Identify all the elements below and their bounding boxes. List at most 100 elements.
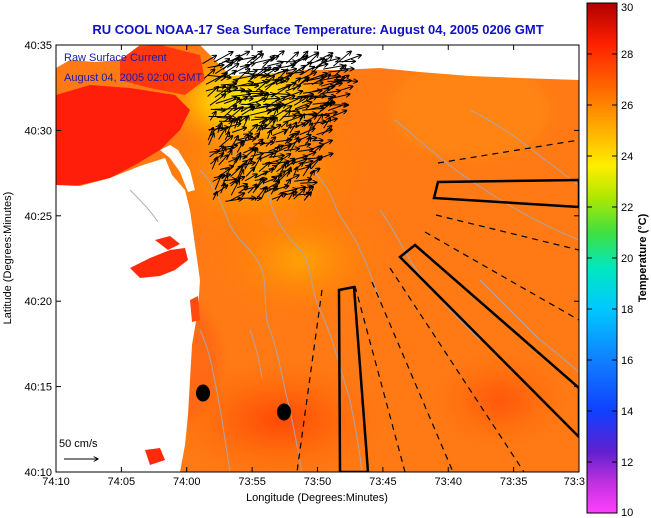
chart-title: RU COOL NOAA-17 Sea Surface Temperature:… bbox=[92, 22, 544, 37]
current-vector bbox=[217, 123, 222, 133]
current-vector bbox=[262, 169, 274, 176]
current-vector bbox=[307, 123, 312, 135]
current-vector bbox=[203, 69, 215, 79]
current-vector bbox=[309, 73, 328, 81]
current-vector bbox=[237, 69, 250, 81]
current-vector bbox=[273, 146, 280, 159]
current-vector bbox=[293, 96, 309, 106]
current-vector bbox=[212, 192, 217, 200]
current-vector bbox=[283, 124, 291, 136]
y-tick-label: 40:20 bbox=[24, 296, 52, 308]
x-tick-label: 73:3 bbox=[564, 476, 585, 488]
current-vector bbox=[312, 86, 335, 93]
current-vector bbox=[312, 114, 323, 129]
y-tick-label: 40:15 bbox=[24, 382, 52, 394]
current-vector bbox=[220, 183, 225, 194]
current-vector bbox=[311, 74, 331, 85]
current-vector bbox=[229, 193, 244, 202]
current-vector bbox=[271, 97, 286, 104]
current-vector bbox=[232, 90, 252, 91]
current-vector bbox=[219, 136, 233, 147]
current-vector bbox=[247, 68, 266, 83]
current-vector bbox=[272, 130, 286, 137]
staten-island-land bbox=[56, 45, 140, 68]
current-vector bbox=[244, 158, 251, 170]
current-vector bbox=[278, 170, 291, 182]
current-vector bbox=[259, 153, 273, 161]
y-tick-label: 40:30 bbox=[24, 125, 52, 137]
x-axis-label: Longitude (Degrees:Minutes) bbox=[246, 492, 388, 504]
x-tick-label: 74:00 bbox=[173, 476, 201, 488]
colorbar-label: Temperature (°C) bbox=[637, 213, 649, 302]
current-vector bbox=[230, 107, 244, 118]
current-vector bbox=[289, 137, 299, 152]
current-vector bbox=[317, 89, 329, 98]
current-vector bbox=[283, 179, 291, 189]
y-tick-label: 40:35 bbox=[24, 40, 52, 52]
current-vector bbox=[248, 124, 258, 134]
map-area bbox=[56, 45, 579, 472]
current-vector bbox=[265, 137, 276, 147]
raritan-bay-warm-water bbox=[56, 85, 190, 190]
current-vector bbox=[300, 152, 315, 159]
current-vector bbox=[310, 156, 322, 170]
current-vector bbox=[244, 174, 257, 182]
y-tick-label: 40:25 bbox=[24, 211, 52, 223]
current-vector bbox=[254, 67, 270, 79]
current-vector bbox=[245, 167, 255, 177]
current-vector bbox=[280, 121, 288, 128]
current-vector bbox=[333, 51, 351, 67]
current-vector bbox=[234, 118, 239, 129]
current-vector bbox=[288, 192, 294, 201]
current-vector bbox=[238, 186, 247, 194]
colorbar-tick-label: 16 bbox=[621, 355, 633, 367]
sampling-lines bbox=[296, 139, 579, 472]
current-vector bbox=[284, 134, 294, 145]
current-vector bbox=[252, 179, 264, 194]
current-vector bbox=[218, 128, 226, 140]
current-vector bbox=[289, 122, 297, 134]
current-vector bbox=[302, 164, 311, 177]
current-vector bbox=[258, 162, 270, 172]
current-vector bbox=[224, 105, 236, 117]
scale-label: 50 cm/s bbox=[59, 438, 98, 450]
current-vector bbox=[209, 94, 226, 106]
current-vector bbox=[313, 103, 332, 118]
current-vector bbox=[328, 70, 348, 72]
current-vector bbox=[307, 170, 314, 182]
current-vector bbox=[215, 97, 237, 104]
colorbar-tick-label: 12 bbox=[621, 457, 633, 469]
colorbar-tick-label: 24 bbox=[621, 151, 633, 163]
current-vector bbox=[341, 55, 362, 63]
current-vector bbox=[270, 159, 283, 164]
colorbar-tick-label: 26 bbox=[621, 100, 633, 112]
current-vector bbox=[207, 87, 219, 97]
new-jersey-land bbox=[56, 158, 200, 472]
current-vector bbox=[214, 174, 222, 190]
current-vector bbox=[218, 155, 228, 166]
current-vector bbox=[261, 187, 267, 199]
x-axis: 74:10 74:05 74:00 73:55 73:50 73:45 73:40 73:35… bbox=[42, 45, 585, 488]
y-axis-label: Latitude (Degrees:Minutes) bbox=[2, 192, 14, 325]
current-vector bbox=[213, 59, 230, 68]
current-vector bbox=[202, 55, 217, 65]
current-vector bbox=[214, 86, 232, 98]
current-vector bbox=[255, 76, 274, 91]
shrewsbury-river-warm bbox=[130, 248, 188, 278]
current-vector bbox=[289, 106, 309, 113]
colorbar-tick-label: 22 bbox=[621, 202, 633, 214]
x-tick-label: 73:40 bbox=[434, 476, 462, 488]
current-vector bbox=[210, 109, 225, 110]
current-vector bbox=[256, 94, 268, 104]
current-vector bbox=[282, 154, 291, 160]
current-vector bbox=[230, 180, 239, 196]
current-vector bbox=[303, 120, 311, 127]
current-vector bbox=[284, 160, 295, 169]
current-vector bbox=[300, 182, 317, 183]
current-vector bbox=[292, 77, 308, 91]
current-vector bbox=[271, 85, 290, 98]
colorbar-tick-label: 30 bbox=[621, 2, 633, 14]
colorbar-tick-label: 14 bbox=[621, 406, 633, 418]
current-vector bbox=[310, 105, 328, 110]
